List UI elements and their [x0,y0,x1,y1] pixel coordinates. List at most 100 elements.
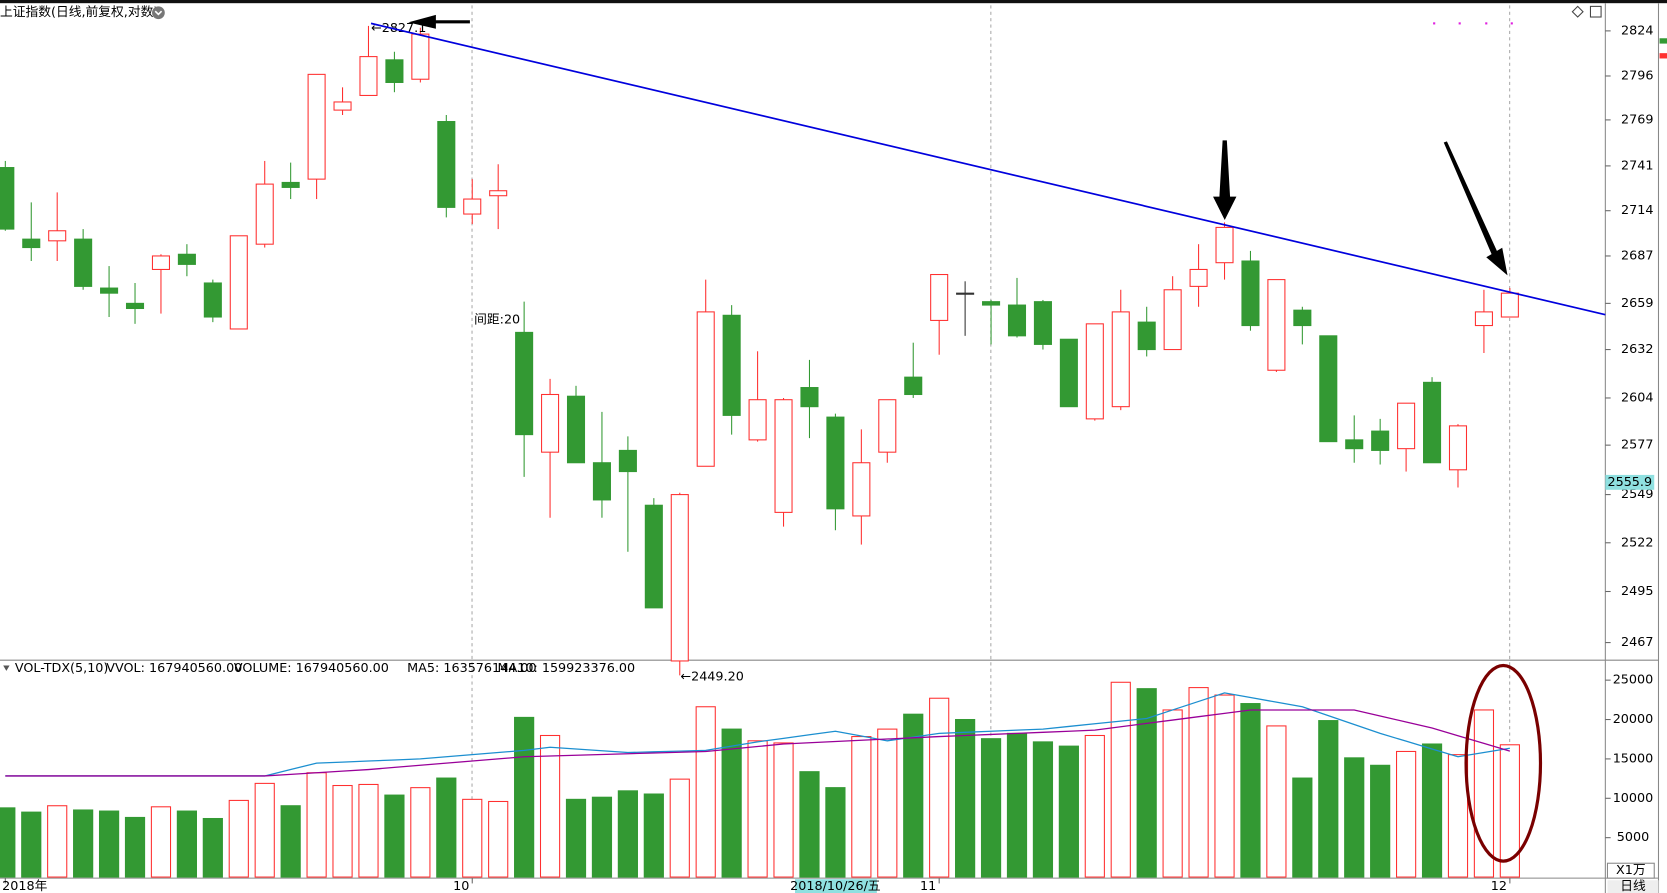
candle-body [1345,439,1364,450]
candle-body [125,302,145,310]
arrow-left [408,14,470,29]
side-marker [1659,38,1667,44]
y-tick-label: 5000 [1617,830,1649,845]
volume-bar [565,798,587,878]
y-tick-label: 2741 [1621,158,1653,173]
volume-bar [0,807,16,878]
candle-body [748,399,767,441]
candle-body [852,462,871,517]
dot [1485,22,1488,25]
volume-bar [1006,732,1028,878]
volume-bar [955,718,976,878]
icon-window[interactable] [1589,5,1602,18]
volume-bar [98,810,120,878]
volume-title: VOL-TDX(5,10) [15,661,109,676]
candle-body [826,416,845,510]
y-tick-label: 2604 [1621,390,1653,405]
volume-bar [124,816,146,878]
x-tick-label: 11 [920,879,936,893]
volume-bar [1499,744,1520,878]
y-tick-label: 2687 [1621,248,1653,263]
volume-bar [228,799,249,878]
candle-body [1111,311,1130,408]
candle-body [463,198,482,215]
volume-bar [1058,745,1079,878]
y-tick-label: 2659 [1621,296,1653,311]
candle-body [1474,311,1493,327]
volume-menu-icon[interactable] [3,665,10,671]
volume-bar [1370,764,1391,878]
candle-body [100,287,119,294]
x-tick-label: 2018年 [2,879,47,893]
volume-bar [539,734,561,878]
annotation: ←2449.20 [680,670,743,685]
volume-bar [436,777,457,878]
volume-bar [73,809,94,878]
candle-body [1293,309,1312,327]
candle-body [1189,268,1208,287]
volume-bar [254,782,275,878]
candle-body [74,238,93,287]
volume-bar [747,740,768,878]
y-tick-label: 25000 [1613,673,1654,688]
candle-body [1163,289,1182,351]
candle-body [930,273,949,321]
y-tick-label: 2495 [1621,584,1653,599]
candle-body [541,393,560,453]
y-tick-label: 2467 [1621,635,1653,650]
dot [1458,22,1461,25]
volume-bar [306,772,327,878]
candle-body [774,399,793,513]
title-menu-icon[interactable] [152,6,165,20]
legend-entry: MA5: 163576144.00 [407,661,536,676]
volume-bar [1421,743,1443,878]
volume-bar [721,728,742,878]
y-tick-label: 10000 [1613,791,1654,806]
candle-body [800,387,819,408]
marks: 2824 2796 2769 2741 2714 2687 2659 2632 2604 2577… [0,21,1655,893]
crosshair-date: 2018/10/26/五 [790,879,881,893]
volume-bar [1473,709,1495,878]
volume-bar [1447,754,1469,878]
crosshair-value: 2555.9 [1607,475,1652,490]
dot [1433,22,1436,25]
candle-body [1059,338,1078,408]
volume-bar [1344,757,1365,878]
y-tick-label: 2714 [1621,203,1653,218]
y-tick-label: 2522 [1621,535,1653,550]
candle-body [359,56,378,96]
icon-diamond[interactable] [1571,5,1584,18]
candle-body [1371,430,1390,451]
volume-bar [929,697,950,878]
candle-body [177,253,196,265]
volume-bar [176,810,197,878]
arrow-diagonal [1443,141,1508,276]
separators [471,5,1511,879]
dot-markers [1433,22,1513,25]
volume-bar [1110,681,1131,878]
candle-body [670,494,689,662]
volume-bar [643,793,664,878]
volume-bar [1318,720,1339,878]
candle-body [1007,304,1027,337]
volume-bar [617,790,638,878]
candle-body [904,376,923,396]
candle-body [722,314,741,416]
volume-bar [1084,734,1105,878]
title-menu-chevron [154,10,163,16]
candle-body [515,331,534,436]
candle-body [1448,425,1468,471]
annotation: 间距:20 [474,312,520,327]
highlight-ellipse [1464,663,1543,863]
volume-bar [591,796,613,878]
candle-body [1500,292,1519,318]
volume-bar [47,805,68,878]
candle-body [281,181,300,188]
y-tick-label: 20000 [1613,712,1654,727]
candle-body [1267,279,1286,371]
volume-bar [1266,725,1287,878]
candle-body [333,101,352,111]
volume-bar [1214,694,1235,878]
